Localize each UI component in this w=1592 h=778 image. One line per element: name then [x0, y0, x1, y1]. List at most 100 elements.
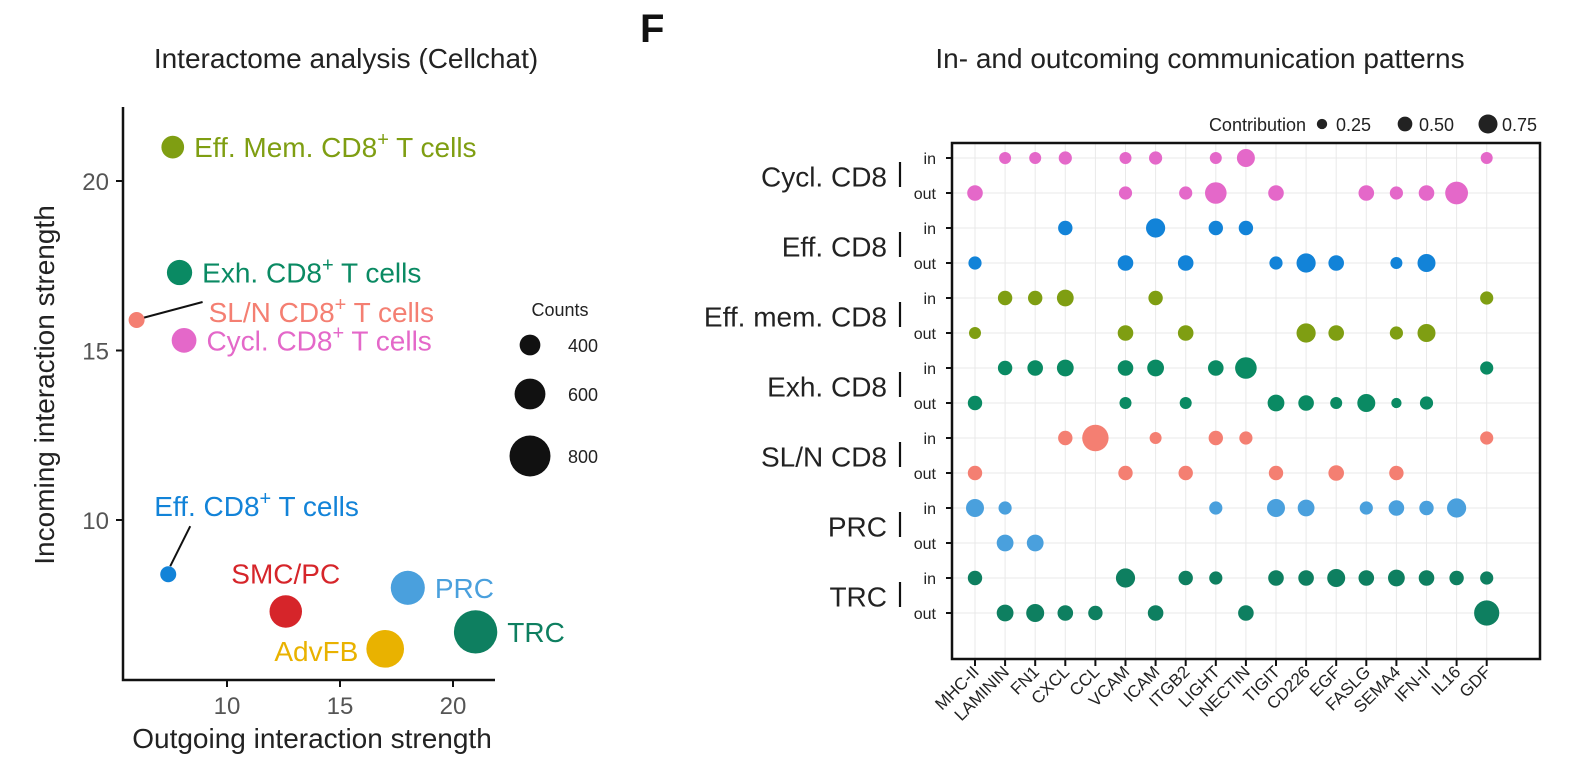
counts-legend-dot — [514, 378, 546, 410]
contribution-dot — [1208, 430, 1224, 446]
x-tick-label: GDF — [1456, 662, 1495, 701]
x-tick-label: 15 — [327, 693, 354, 720]
contribution-dot — [1267, 394, 1285, 412]
contribution-dot — [1027, 360, 1043, 376]
contribution-dot — [1417, 254, 1436, 272]
contribution-legend-dot — [1478, 114, 1498, 134]
left-y-axis-label: Incoming interaction strength — [29, 205, 60, 565]
contribution-dot — [1268, 570, 1284, 586]
x-tick-label: IFN-II — [1391, 662, 1434, 705]
contribution-dot — [966, 499, 984, 517]
contribution-dot — [1358, 570, 1375, 586]
direction-label: in — [924, 221, 936, 238]
direction-label: out — [914, 396, 937, 413]
left-x-axis-label: Outgoing interaction strength — [132, 723, 492, 754]
contribution-dot — [1177, 255, 1194, 271]
data-point — [128, 311, 145, 328]
contribution-dot — [1419, 500, 1434, 516]
contribution-dot — [967, 570, 983, 586]
group-label: Exh. CD8 — [767, 372, 887, 403]
right-y-axis: in out in out in out in out in out in out in out Cycl.… — [704, 151, 952, 623]
x-tick-label: 10 — [214, 693, 241, 720]
counts-legend-dot — [519, 334, 541, 356]
data-point — [171, 327, 197, 353]
contribution-dot — [1389, 186, 1403, 200]
group-label: PRC — [828, 512, 887, 543]
contribution-dot — [1298, 395, 1314, 411]
contribution-dot — [1268, 465, 1284, 481]
contribution-dot — [1419, 396, 1434, 410]
contribution-dot — [1389, 465, 1404, 481]
data-point — [166, 259, 193, 286]
contribution-dot — [1209, 571, 1223, 585]
contribution-dot — [1389, 326, 1403, 340]
contribution-dot — [1058, 151, 1072, 165]
group-label: Cycl. CD8 — [761, 162, 887, 193]
contribution-dot — [967, 465, 983, 481]
data-point-label: AdvFB — [274, 636, 358, 667]
contribution-legend-label: 0.75 — [1502, 115, 1537, 135]
x-tick-label: 20 — [440, 693, 467, 720]
data-point-label: Cycl. CD8+ T cells — [206, 322, 431, 356]
data-point-label: PRC — [435, 573, 494, 604]
data-point-label: Eff. Mem. CD8+ T cells — [194, 129, 476, 163]
contribution-dot — [1082, 424, 1109, 452]
data-point — [269, 595, 303, 628]
contribution-dot — [1146, 218, 1166, 238]
contribution-legend-dot — [1397, 116, 1413, 132]
contribution-dot — [1474, 600, 1500, 626]
contribution-dot — [1057, 605, 1074, 621]
contribution-dot — [1296, 323, 1316, 343]
contribution-dot — [1330, 397, 1343, 409]
contribution-dot — [1390, 257, 1403, 269]
counts-legend-dot — [509, 435, 551, 477]
contribution-dot — [1026, 604, 1045, 622]
contribution-dot — [1388, 500, 1405, 516]
contribution-dot — [1238, 220, 1254, 236]
counts-legend-label: 600 — [568, 385, 598, 405]
contribution-dot — [996, 534, 1014, 552]
direction-label: out — [914, 536, 937, 553]
data-point — [160, 566, 177, 583]
contribution-dot — [1029, 152, 1042, 164]
interactome-scatter-chart: Interactome analysis (Cellchat) Outgoing… — [29, 43, 598, 754]
contribution-dot — [1026, 534, 1044, 552]
contribution-dot — [1480, 361, 1494, 375]
contribution-legend-label: 0.50 — [1419, 115, 1454, 135]
contribution-dot — [1449, 570, 1464, 586]
contribution-dot — [1147, 359, 1164, 377]
contribution-dot — [997, 290, 1013, 306]
contribution-dot — [1357, 394, 1376, 412]
contribution-dot — [1418, 185, 1435, 201]
contribution-dot — [1480, 431, 1494, 445]
contribution-dot — [1118, 186, 1133, 200]
contribution-dot — [1117, 360, 1134, 376]
direction-label: out — [914, 256, 937, 273]
contribution-dot — [1205, 182, 1227, 204]
contribution-dot — [1056, 289, 1074, 307]
contribution-dot — [1088, 605, 1103, 621]
contribution-dot — [969, 327, 981, 339]
counts-legend: Counts 400 600 800 — [509, 300, 598, 477]
data-point — [453, 610, 498, 654]
contribution-dot — [1236, 149, 1255, 167]
contribution-dot — [1238, 605, 1254, 621]
right-data-dots — [966, 149, 1500, 626]
contribution-dot — [1296, 253, 1316, 273]
contribution-dot — [1149, 432, 1162, 444]
counts-legend-label: 400 — [568, 336, 598, 356]
group-label: Eff. mem. CD8 — [704, 302, 887, 333]
data-point — [161, 135, 185, 159]
contribution-dot — [996, 604, 1014, 622]
contribution-legend-label: 0.25 — [1336, 115, 1371, 135]
contribution-dot — [1388, 569, 1405, 587]
contribution-legend-title: Contribution — [1209, 115, 1306, 135]
contribution-dot — [998, 501, 1012, 515]
contribution-dot — [1480, 152, 1493, 164]
counts-legend-label: 800 — [568, 447, 598, 467]
data-point-label: Eff. CD8+ T cells — [154, 488, 359, 522]
left-chart-title: Interactome analysis (Cellchat) — [154, 43, 538, 74]
contribution-dot — [968, 256, 982, 270]
group-label: SL/N CD8 — [761, 442, 887, 473]
contribution-dot — [1327, 569, 1346, 587]
